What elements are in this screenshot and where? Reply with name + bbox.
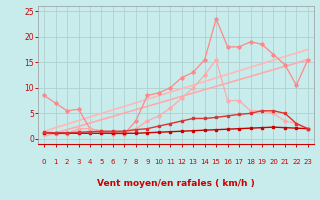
- X-axis label: Vent moyen/en rafales ( km/h ): Vent moyen/en rafales ( km/h ): [97, 179, 255, 188]
